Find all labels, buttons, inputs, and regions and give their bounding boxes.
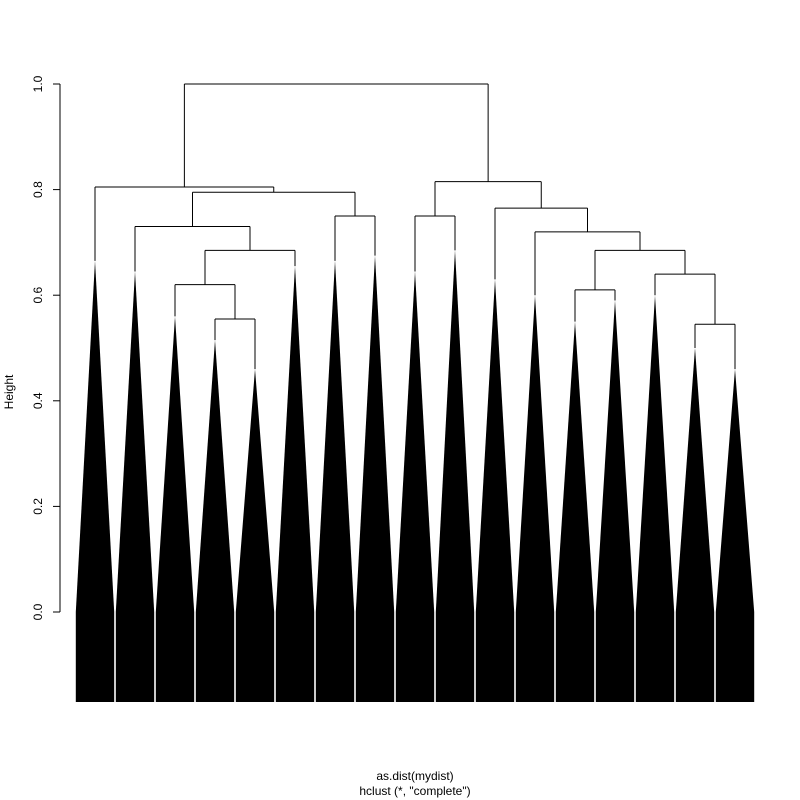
leaf-cluster <box>355 255 395 702</box>
leaf-cluster <box>595 300 635 702</box>
leaf-cluster <box>115 271 155 702</box>
leaf-cluster <box>195 340 235 702</box>
leaf-cluster <box>235 369 275 702</box>
y-tick-label: 0.6 <box>31 287 45 304</box>
leaf-cluster <box>715 369 755 702</box>
y-tick-label: 0.4 <box>31 392 45 409</box>
y-axis-label: Height <box>2 374 16 409</box>
leaf-cluster <box>315 260 355 702</box>
leaf-cluster <box>555 321 595 702</box>
y-tick-label: 1.0 <box>31 75 45 92</box>
y-tick-label: 0.2 <box>31 498 45 515</box>
leaf-cluster <box>675 348 715 702</box>
leaf-cluster <box>395 271 435 702</box>
chart-subtitle: hclust (*, "complete") <box>359 784 470 798</box>
y-tick-label: 0.8 <box>31 181 45 198</box>
chart-title: as.dist(mydist) <box>376 769 453 783</box>
leaf-cluster <box>515 295 555 702</box>
leaf-cluster <box>75 260 115 702</box>
leaf-cluster <box>275 266 315 702</box>
y-tick-label: 0.0 <box>31 603 45 620</box>
leaf-cluster <box>155 316 195 702</box>
leaf-cluster <box>435 250 475 702</box>
leaf-cluster <box>635 295 675 702</box>
leaf-cluster <box>475 279 515 702</box>
